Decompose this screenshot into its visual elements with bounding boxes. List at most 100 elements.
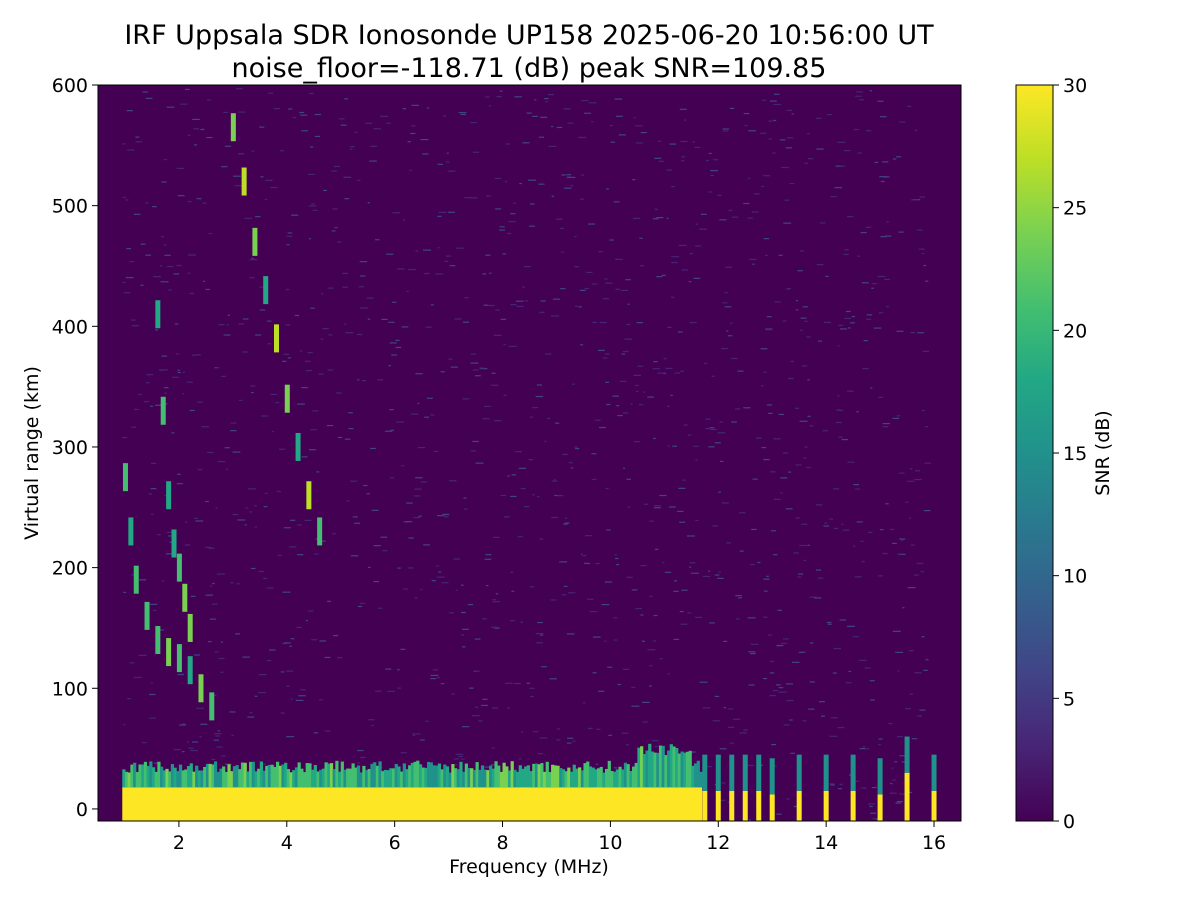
- noise-dash: [804, 446, 808, 448]
- noise-dash: [921, 252, 925, 255]
- noise-dash: [773, 93, 780, 95]
- noise-dash: [607, 666, 613, 668]
- noise-dash: [578, 306, 582, 308]
- noise-dash: [462, 628, 469, 630]
- noise-dash: [674, 580, 678, 582]
- noise-dash: [310, 307, 315, 309]
- noise-dash: [193, 144, 198, 146]
- noise-dash: [314, 135, 321, 138]
- noise-dash: [400, 752, 407, 754]
- clutter-fringe: [170, 764, 175, 788]
- noise-dash: [299, 350, 303, 352]
- noise-dash: [430, 677, 437, 680]
- noise-dash: [150, 488, 157, 490]
- noise-dash: [462, 646, 466, 648]
- noise-dash: [411, 104, 419, 106]
- noise-dash: [727, 726, 735, 728]
- clutter-fringe: [502, 762, 506, 788]
- noise-dash: [895, 802, 902, 804]
- y-tick-label: 0: [76, 799, 88, 821]
- noise-dash: [908, 791, 913, 794]
- noise-dash: [209, 618, 216, 620]
- noise-dash: [227, 314, 230, 316]
- noise-dash: [748, 177, 751, 180]
- noise-dash: [142, 91, 149, 93]
- noise-dash: [643, 503, 649, 505]
- noise-dash: [785, 508, 793, 510]
- noise-dash: [221, 375, 227, 377]
- noise-dash: [450, 366, 458, 368]
- noise-dash: [615, 258, 623, 260]
- noise-dash: [714, 695, 720, 698]
- clutter-fringe: [302, 772, 307, 788]
- clutter-fringe: [683, 752, 687, 788]
- noise-dash: [453, 558, 461, 560]
- noise-dash: [206, 136, 213, 139]
- noise-dash: [443, 516, 449, 518]
- noise-dash: [911, 738, 918, 740]
- noise-dash: [327, 369, 334, 371]
- noise-dash: [413, 495, 421, 497]
- noise-dash: [346, 500, 350, 502]
- clutter-fringe: [410, 762, 415, 788]
- noise-dash: [230, 430, 237, 432]
- noise-dash: [415, 250, 419, 252]
- noise-dash: [437, 215, 442, 217]
- noise-dash: [729, 107, 735, 110]
- clutter-fringe: [607, 760, 611, 788]
- noise-dash: [207, 99, 212, 101]
- noise-dash: [854, 576, 862, 578]
- noise-dash: [324, 730, 331, 732]
- noise-dash: [669, 506, 676, 508]
- noise-dash: [803, 559, 807, 561]
- noise-dash: [214, 733, 222, 735]
- noise-dash: [556, 728, 561, 730]
- x-tick-label: 2: [173, 832, 185, 854]
- noise-dash: [766, 575, 769, 577]
- noise-dash: [371, 509, 379, 511]
- noise-dash: [861, 282, 869, 284]
- clutter-fringe: [346, 768, 350, 788]
- noise-dash: [853, 545, 856, 547]
- noise-dash: [666, 169, 673, 171]
- noise-dash: [199, 736, 202, 738]
- noise-dash: [335, 392, 342, 394]
- clutter-fringe: [286, 769, 290, 788]
- noise-dash: [822, 430, 829, 432]
- noise-dash: [719, 219, 727, 221]
- noise-dash: [126, 110, 133, 112]
- clutter-fringe: [532, 763, 536, 788]
- clutter-fringe: [413, 761, 417, 788]
- clutter-fringe: [189, 763, 193, 788]
- noise-dash: [635, 125, 643, 127]
- clutter-fringe: [480, 765, 485, 788]
- noise-dash: [621, 353, 626, 355]
- noise-dash: [150, 682, 154, 684]
- noise-dash: [205, 594, 213, 596]
- clutter-fringe: [308, 763, 312, 788]
- clutter-fringe: [391, 768, 396, 788]
- clutter-fringe: [259, 761, 264, 788]
- noise-dash: [297, 403, 305, 405]
- noise-dash: [184, 88, 190, 91]
- noise-dash: [635, 607, 642, 610]
- noise-dash: [414, 488, 422, 490]
- noise-dash: [630, 403, 633, 405]
- clutter-fringe: [400, 771, 404, 788]
- noise-dash: [464, 297, 469, 299]
- noise-dash: [258, 570, 264, 573]
- noise-dash: [532, 494, 535, 496]
- noise-dash: [536, 384, 542, 386]
- noise-dash: [432, 669, 439, 671]
- clutter-fringe: [235, 765, 239, 788]
- noise-dash: [552, 298, 561, 300]
- noise-dash: [583, 112, 591, 114]
- noise-dash: [596, 728, 601, 730]
- noise-dash: [729, 742, 734, 744]
- noise-dash: [529, 586, 535, 588]
- noise-dash: [635, 390, 639, 392]
- noise-dash: [484, 558, 492, 560]
- noise-dash: [273, 108, 281, 110]
- noise-dash: [301, 387, 308, 389]
- noise-dash: [770, 530, 776, 532]
